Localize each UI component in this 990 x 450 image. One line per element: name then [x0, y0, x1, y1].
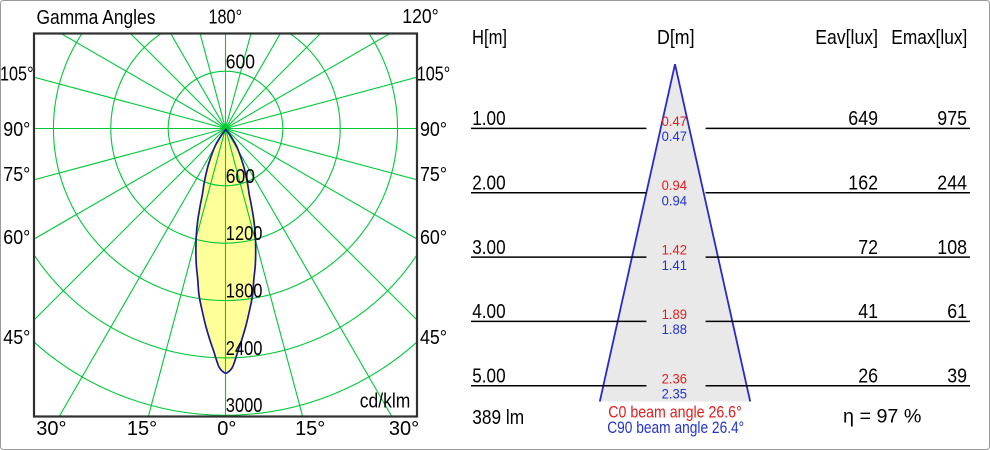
svg-text:75°: 75° — [3, 164, 30, 186]
svg-text:Eav[lux]: Eav[lux] — [815, 27, 878, 49]
svg-text:45°: 45° — [3, 327, 30, 349]
svg-text:90°: 90° — [420, 119, 447, 141]
svg-text:1800: 1800 — [226, 281, 263, 303]
svg-text:1.89: 1.89 — [662, 306, 687, 322]
svg-text:105°: 105° — [417, 64, 451, 86]
svg-text:0.94: 0.94 — [662, 192, 687, 208]
svg-text:15°: 15° — [127, 418, 157, 440]
svg-text:3000: 3000 — [226, 395, 263, 417]
svg-text:1.41: 1.41 — [662, 257, 687, 273]
svg-text:4.00: 4.00 — [472, 301, 505, 323]
svg-text:η = 97 %: η = 97 % — [843, 407, 922, 428]
svg-text:45°: 45° — [420, 327, 447, 349]
svg-text:60°: 60° — [3, 227, 30, 249]
svg-text:0.47: 0.47 — [662, 128, 687, 144]
svg-text:cd/klm: cd/klm — [360, 390, 411, 412]
svg-text:1200: 1200 — [226, 223, 263, 245]
svg-text:2400: 2400 — [226, 338, 263, 360]
svg-text:244: 244 — [937, 172, 967, 194]
svg-text:0.47: 0.47 — [662, 113, 687, 129]
svg-text:39: 39 — [947, 366, 967, 388]
svg-text:180°: 180° — [209, 7, 243, 29]
svg-text:2.00: 2.00 — [472, 172, 505, 194]
svg-text:30°: 30° — [36, 418, 66, 440]
svg-text:5.00: 5.00 — [472, 366, 505, 388]
svg-text:Emax[lux]: Emax[lux] — [891, 27, 967, 49]
svg-text:600: 600 — [226, 166, 255, 188]
svg-text:41: 41 — [858, 301, 878, 323]
svg-text:C90 beam angle 26.4°: C90 beam angle 26.4° — [607, 418, 744, 437]
svg-text:600: 600 — [226, 51, 255, 73]
svg-text:15°: 15° — [295, 418, 325, 440]
svg-text:2.35: 2.35 — [662, 386, 687, 402]
svg-text:26: 26 — [858, 366, 878, 388]
svg-text:105°: 105° — [0, 64, 34, 86]
svg-text:61: 61 — [947, 301, 967, 323]
svg-text:0.94: 0.94 — [662, 177, 687, 193]
svg-text:30°: 30° — [389, 418, 419, 440]
svg-text:60°: 60° — [420, 227, 447, 249]
svg-text:0°: 0° — [217, 418, 236, 440]
svg-text:75°: 75° — [420, 164, 447, 186]
svg-text:389 lm: 389 lm — [472, 407, 524, 429]
svg-text:H[m]: H[m] — [472, 27, 507, 49]
svg-text:Gamma Angles: Gamma Angles — [37, 7, 156, 29]
svg-text:975: 975 — [937, 108, 967, 130]
svg-text:2.36: 2.36 — [662, 370, 687, 386]
svg-text:D[m]: D[m] — [657, 27, 695, 49]
svg-text:162: 162 — [848, 172, 878, 194]
svg-text:1.00: 1.00 — [472, 108, 505, 130]
svg-text:120°: 120° — [402, 6, 438, 28]
svg-text:3.00: 3.00 — [472, 237, 505, 259]
svg-text:1.88: 1.88 — [662, 321, 687, 337]
svg-text:72: 72 — [858, 237, 878, 259]
svg-text:108: 108 — [937, 237, 967, 259]
svg-text:649: 649 — [848, 108, 878, 130]
svg-text:1.42: 1.42 — [662, 242, 687, 258]
svg-text:90°: 90° — [3, 119, 30, 141]
svg-text:C0 beam angle 26.6°: C0 beam angle 26.6° — [608, 402, 742, 421]
